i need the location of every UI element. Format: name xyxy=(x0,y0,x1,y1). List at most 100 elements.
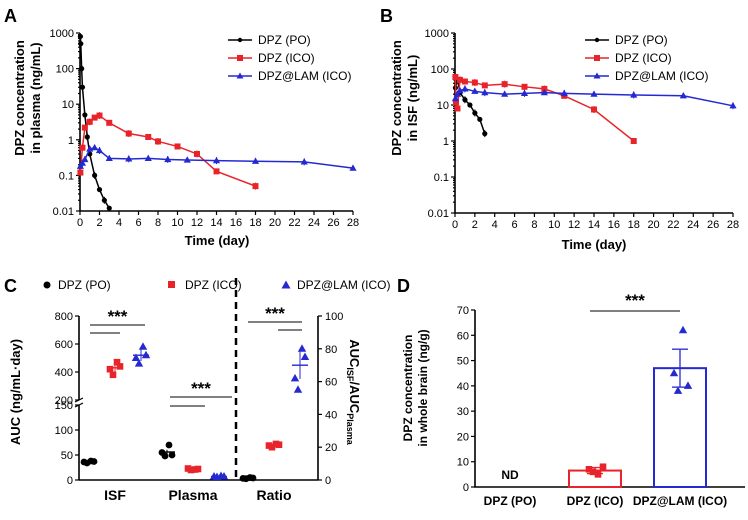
panel-a-xtick-label: 4 xyxy=(116,217,122,229)
panel-d-nd-label: ND xyxy=(501,468,519,482)
panel-a-xtick-label: 22 xyxy=(288,217,300,229)
legend-a-po-label: DPZ (PO) xyxy=(258,33,311,47)
panel-b-xtick-label: 24 xyxy=(687,219,699,231)
panel-a-series-0-point xyxy=(79,84,86,90)
panel-a-ytick-label: 10 xyxy=(62,99,74,111)
panel-b-series-2-point xyxy=(679,92,687,99)
panel-a-series-0-point xyxy=(82,112,88,118)
panel-c-right-ytick-label: 40 xyxy=(325,409,337,421)
legend-a-ico-label: DPZ (ICO) xyxy=(258,51,315,65)
panel-c-point xyxy=(134,359,144,367)
panel-a-series-2-point xyxy=(164,155,172,163)
panel-b-ylabel-line2: in ISF (ng/mL) xyxy=(405,55,420,142)
panel-a-series-0-point xyxy=(84,134,90,140)
panel-c-right-ytick-label: 0 xyxy=(325,475,331,487)
panel-c-ylabel-left: AUC (ng/mL·day) xyxy=(8,339,23,445)
panel-b-xtick-label: 26 xyxy=(707,219,719,231)
panel-d-ytick-label: 10 xyxy=(457,457,469,469)
panel-a-series-0-line xyxy=(79,36,110,209)
panel-b-series-2-point xyxy=(481,88,489,96)
panel-a-series-0-point xyxy=(92,172,98,178)
panel-a-ytick-label: 0.01 xyxy=(53,206,74,218)
panel-a-series-0-point xyxy=(106,205,112,211)
panel-c-ylabel-right: AUCISF/AUCPlasma xyxy=(345,339,362,445)
legend-c-ico-label: DPZ (ICO) xyxy=(185,278,242,292)
panel-d-category-label: DPZ@LAM (ICO) xyxy=(633,494,727,508)
panel-b-series-2-point xyxy=(590,90,598,97)
panel-a-ytick-label: 1 xyxy=(68,135,74,147)
panel-c-left-ytick-label: 50 xyxy=(61,450,73,462)
panel-b-xtick-label: 10 xyxy=(548,219,560,231)
panel-d-ytick-label: 20 xyxy=(457,431,469,443)
panel-b-series-2-point xyxy=(540,88,548,96)
panel-a-series-1-point xyxy=(79,144,86,151)
panel-d-axes xyxy=(474,310,745,488)
panel-letter-a: A xyxy=(4,6,17,26)
panel-b-xtick-label: 2 xyxy=(472,219,478,231)
panel-a-series-2-point xyxy=(81,155,89,163)
panel-a-series-1-line xyxy=(79,114,256,187)
panel-b-series-1-point xyxy=(501,81,508,88)
panel-a-ytick-label: 1000 xyxy=(50,28,74,40)
panel-a-ytick-label: 100 xyxy=(56,64,74,76)
panel-b-series-2-point xyxy=(456,86,464,94)
panel-d-ytick-label: 70 xyxy=(457,305,469,317)
legend-b-po-marker xyxy=(594,37,600,43)
ylabel-right-sub1: ISF xyxy=(345,367,355,382)
legend-a-po-marker xyxy=(237,37,243,43)
panel-c-point xyxy=(113,358,121,366)
legend-b-ico-label: DPZ (ICO) xyxy=(615,51,672,65)
panel-c-legend: DPZ (PO) DPZ (ICO) DPZ@LAM (ICO) xyxy=(43,278,391,292)
panel-d-point xyxy=(599,463,607,471)
legend-c-lam-marker xyxy=(281,280,291,289)
panel-a-series-1-point xyxy=(174,143,181,150)
panel-a-series-1-point xyxy=(91,114,98,121)
panel-a-series-0-point xyxy=(77,33,83,40)
panel-c-point xyxy=(161,452,169,460)
legend-b-ico-marker xyxy=(594,55,600,61)
panel-c-right-ytick-label: 100 xyxy=(325,311,343,323)
panel-b-series-2-point xyxy=(471,87,479,94)
panel-a-series-1-point xyxy=(252,183,259,190)
panel-c-right-ytick-label: 60 xyxy=(325,377,337,389)
panel-b-series-2-point xyxy=(451,94,459,102)
panel-c-left-ytick-label: 0 xyxy=(67,475,73,487)
panel-a-series-1-point xyxy=(77,169,84,176)
legend-b-lam-marker xyxy=(593,72,601,79)
panel-a-series-2-point xyxy=(144,154,152,162)
panel-a-xtick-label: 8 xyxy=(155,217,161,229)
panel-b-xtick-label: 0 xyxy=(452,219,458,231)
ylabel-right-auc1: AUC xyxy=(347,339,362,368)
panel-d-point xyxy=(594,471,602,478)
panel-d-category-label: DPZ (PO) xyxy=(484,494,537,508)
panel-b-series-1-point xyxy=(481,82,488,89)
ylabel-right-sub2: Plasma xyxy=(345,413,355,446)
panel-b-series-0-point xyxy=(477,116,483,122)
panel-a: DPZ concentration in plasma (ng/mL) Time… xyxy=(12,28,359,248)
panel-a-xlabel: Time (day) xyxy=(185,233,250,248)
panel-a-xtick-label: 10 xyxy=(171,217,183,229)
panel-a-series-1-point xyxy=(213,168,220,175)
panel-b-xtick-label: 14 xyxy=(588,219,600,231)
panel-a-series-2-point xyxy=(349,164,357,171)
panel-a-series-0-point xyxy=(79,66,85,72)
panel-a-series-1-point xyxy=(86,118,93,125)
panel-b-ytick-label: 0.01 xyxy=(428,208,449,220)
panel-a-series-2-point xyxy=(105,154,113,162)
panel-a-series-2-point xyxy=(212,156,221,164)
legend-a-lam-label: DPZ@LAM (ICO) xyxy=(258,69,352,83)
panel-a-series-2-point xyxy=(183,156,191,163)
panel-a-series-2-point xyxy=(78,159,87,166)
panel-c-point xyxy=(194,465,202,473)
ylabel-right-mid: /AUC xyxy=(347,381,362,413)
legend-c-lam-label: DPZ@LAM (ICO) xyxy=(297,278,391,292)
panel-a-ylabel-line1: DPZ concentration xyxy=(12,40,27,156)
panel-c-significance: *** xyxy=(191,379,211,398)
panel-a-xtick-label: 28 xyxy=(347,217,359,229)
panel-a-series-2-point xyxy=(300,158,308,165)
panel-c-point xyxy=(131,353,141,361)
panel-b-ytick-label: 100 xyxy=(431,64,449,76)
panel-c-right-ytick-label: 20 xyxy=(325,442,337,454)
